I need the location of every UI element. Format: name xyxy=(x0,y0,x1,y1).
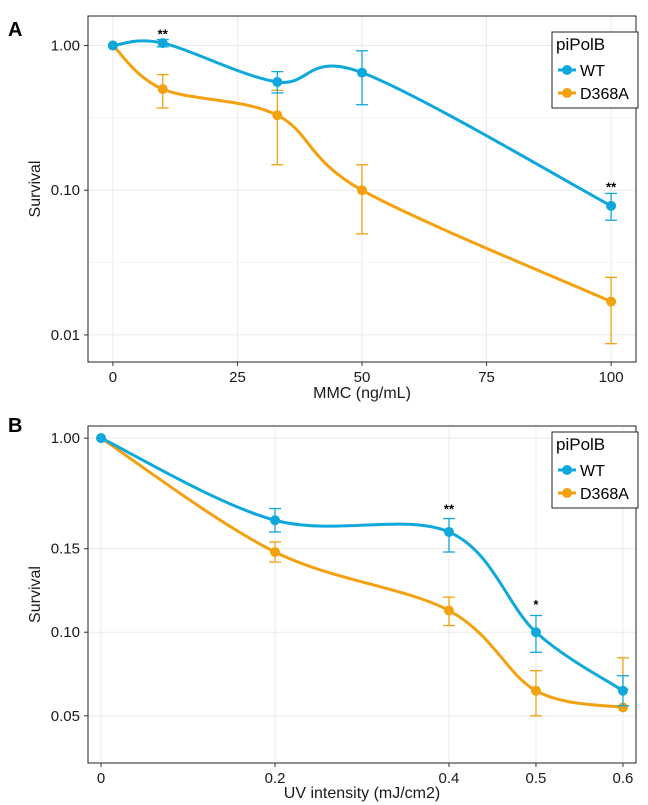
panel-label: B xyxy=(8,415,22,437)
legend-item-label: D368A xyxy=(580,486,629,503)
x-tick-label: 0.4 xyxy=(439,770,460,787)
legend-swatch-point xyxy=(562,88,572,98)
legend-swatch-point xyxy=(562,65,572,75)
data-point xyxy=(107,40,118,51)
data-point xyxy=(96,433,107,444)
y-tick-label: 0.01 xyxy=(51,327,80,344)
y-axis-label: Survival xyxy=(27,566,44,623)
series-wt xyxy=(96,433,629,707)
y-tick-label: 1.00 xyxy=(51,430,80,447)
legend-item-label: WT xyxy=(580,463,605,480)
panel-B: 0 0.2 0.4 0.5 0.6 0.05 0.10 0.15 1.00 UV intensit… xyxy=(8,415,639,802)
x-tick-label: 75 xyxy=(478,369,495,386)
data-point xyxy=(357,185,367,196)
panel-label: A xyxy=(8,19,22,41)
data-point xyxy=(606,200,617,211)
x-tick-label: 0 xyxy=(109,369,117,386)
data-point xyxy=(617,702,628,713)
data-point xyxy=(157,38,168,49)
data-point xyxy=(270,547,281,558)
x-tick-label: 50 xyxy=(354,369,371,386)
significance-label: ** xyxy=(606,180,617,195)
x-tick-label: 100 xyxy=(599,369,624,386)
data-point xyxy=(617,685,628,696)
data-point xyxy=(530,627,541,638)
series-d368a xyxy=(96,433,629,717)
series-line xyxy=(99,436,625,709)
legend-item-label: WT xyxy=(580,63,605,80)
x-tick-label: 0.5 xyxy=(526,770,547,787)
legend-title: piPolB xyxy=(556,435,605,454)
y-tick-label: 0.10 xyxy=(51,182,80,199)
data-point xyxy=(272,76,283,87)
y-tick-label: 0.15 xyxy=(51,541,80,558)
x-tick-label: 0 xyxy=(97,770,105,787)
legend: piPolB WT D368A xyxy=(551,31,639,109)
data-point xyxy=(272,110,283,121)
plot-frame xyxy=(87,425,637,764)
data-point xyxy=(530,685,541,696)
series-d368a xyxy=(107,40,618,345)
y-axis-label: Survival xyxy=(27,161,44,218)
data-point xyxy=(606,296,617,307)
legend-swatch-point xyxy=(562,465,572,475)
data-point xyxy=(357,67,367,78)
series-wt xyxy=(107,38,618,221)
legend: piPolB WT D368A xyxy=(551,431,639,509)
significance-label: * xyxy=(533,597,539,612)
significance-label: ** xyxy=(444,502,455,517)
legend-title: piPolB xyxy=(556,35,605,54)
significance-label: ** xyxy=(158,26,169,41)
series-line xyxy=(99,436,625,693)
y-tick-label: 0.05 xyxy=(51,708,80,725)
y-tick-label: 1.00 xyxy=(51,38,80,55)
legend-swatch-point xyxy=(562,488,572,498)
data-point xyxy=(443,605,454,616)
x-axis-label: UV intensity (mJ/cm2) xyxy=(284,785,440,802)
x-axis-label: MMC (ng/mL) xyxy=(313,385,411,402)
x-tick-label: 0.6 xyxy=(613,770,634,787)
x-tick-label: 0.2 xyxy=(265,770,286,787)
y-tick-label: 0.10 xyxy=(51,624,80,641)
data-point xyxy=(270,515,281,526)
panel-A: 0 25 50 75 100 0.01 0.10 1.00 MMC (ng/mL) Surviva… xyxy=(8,15,639,402)
data-point xyxy=(443,526,454,537)
x-tick-label: 25 xyxy=(229,369,246,386)
legend-item-label: D368A xyxy=(580,86,629,103)
data-point xyxy=(157,84,168,95)
